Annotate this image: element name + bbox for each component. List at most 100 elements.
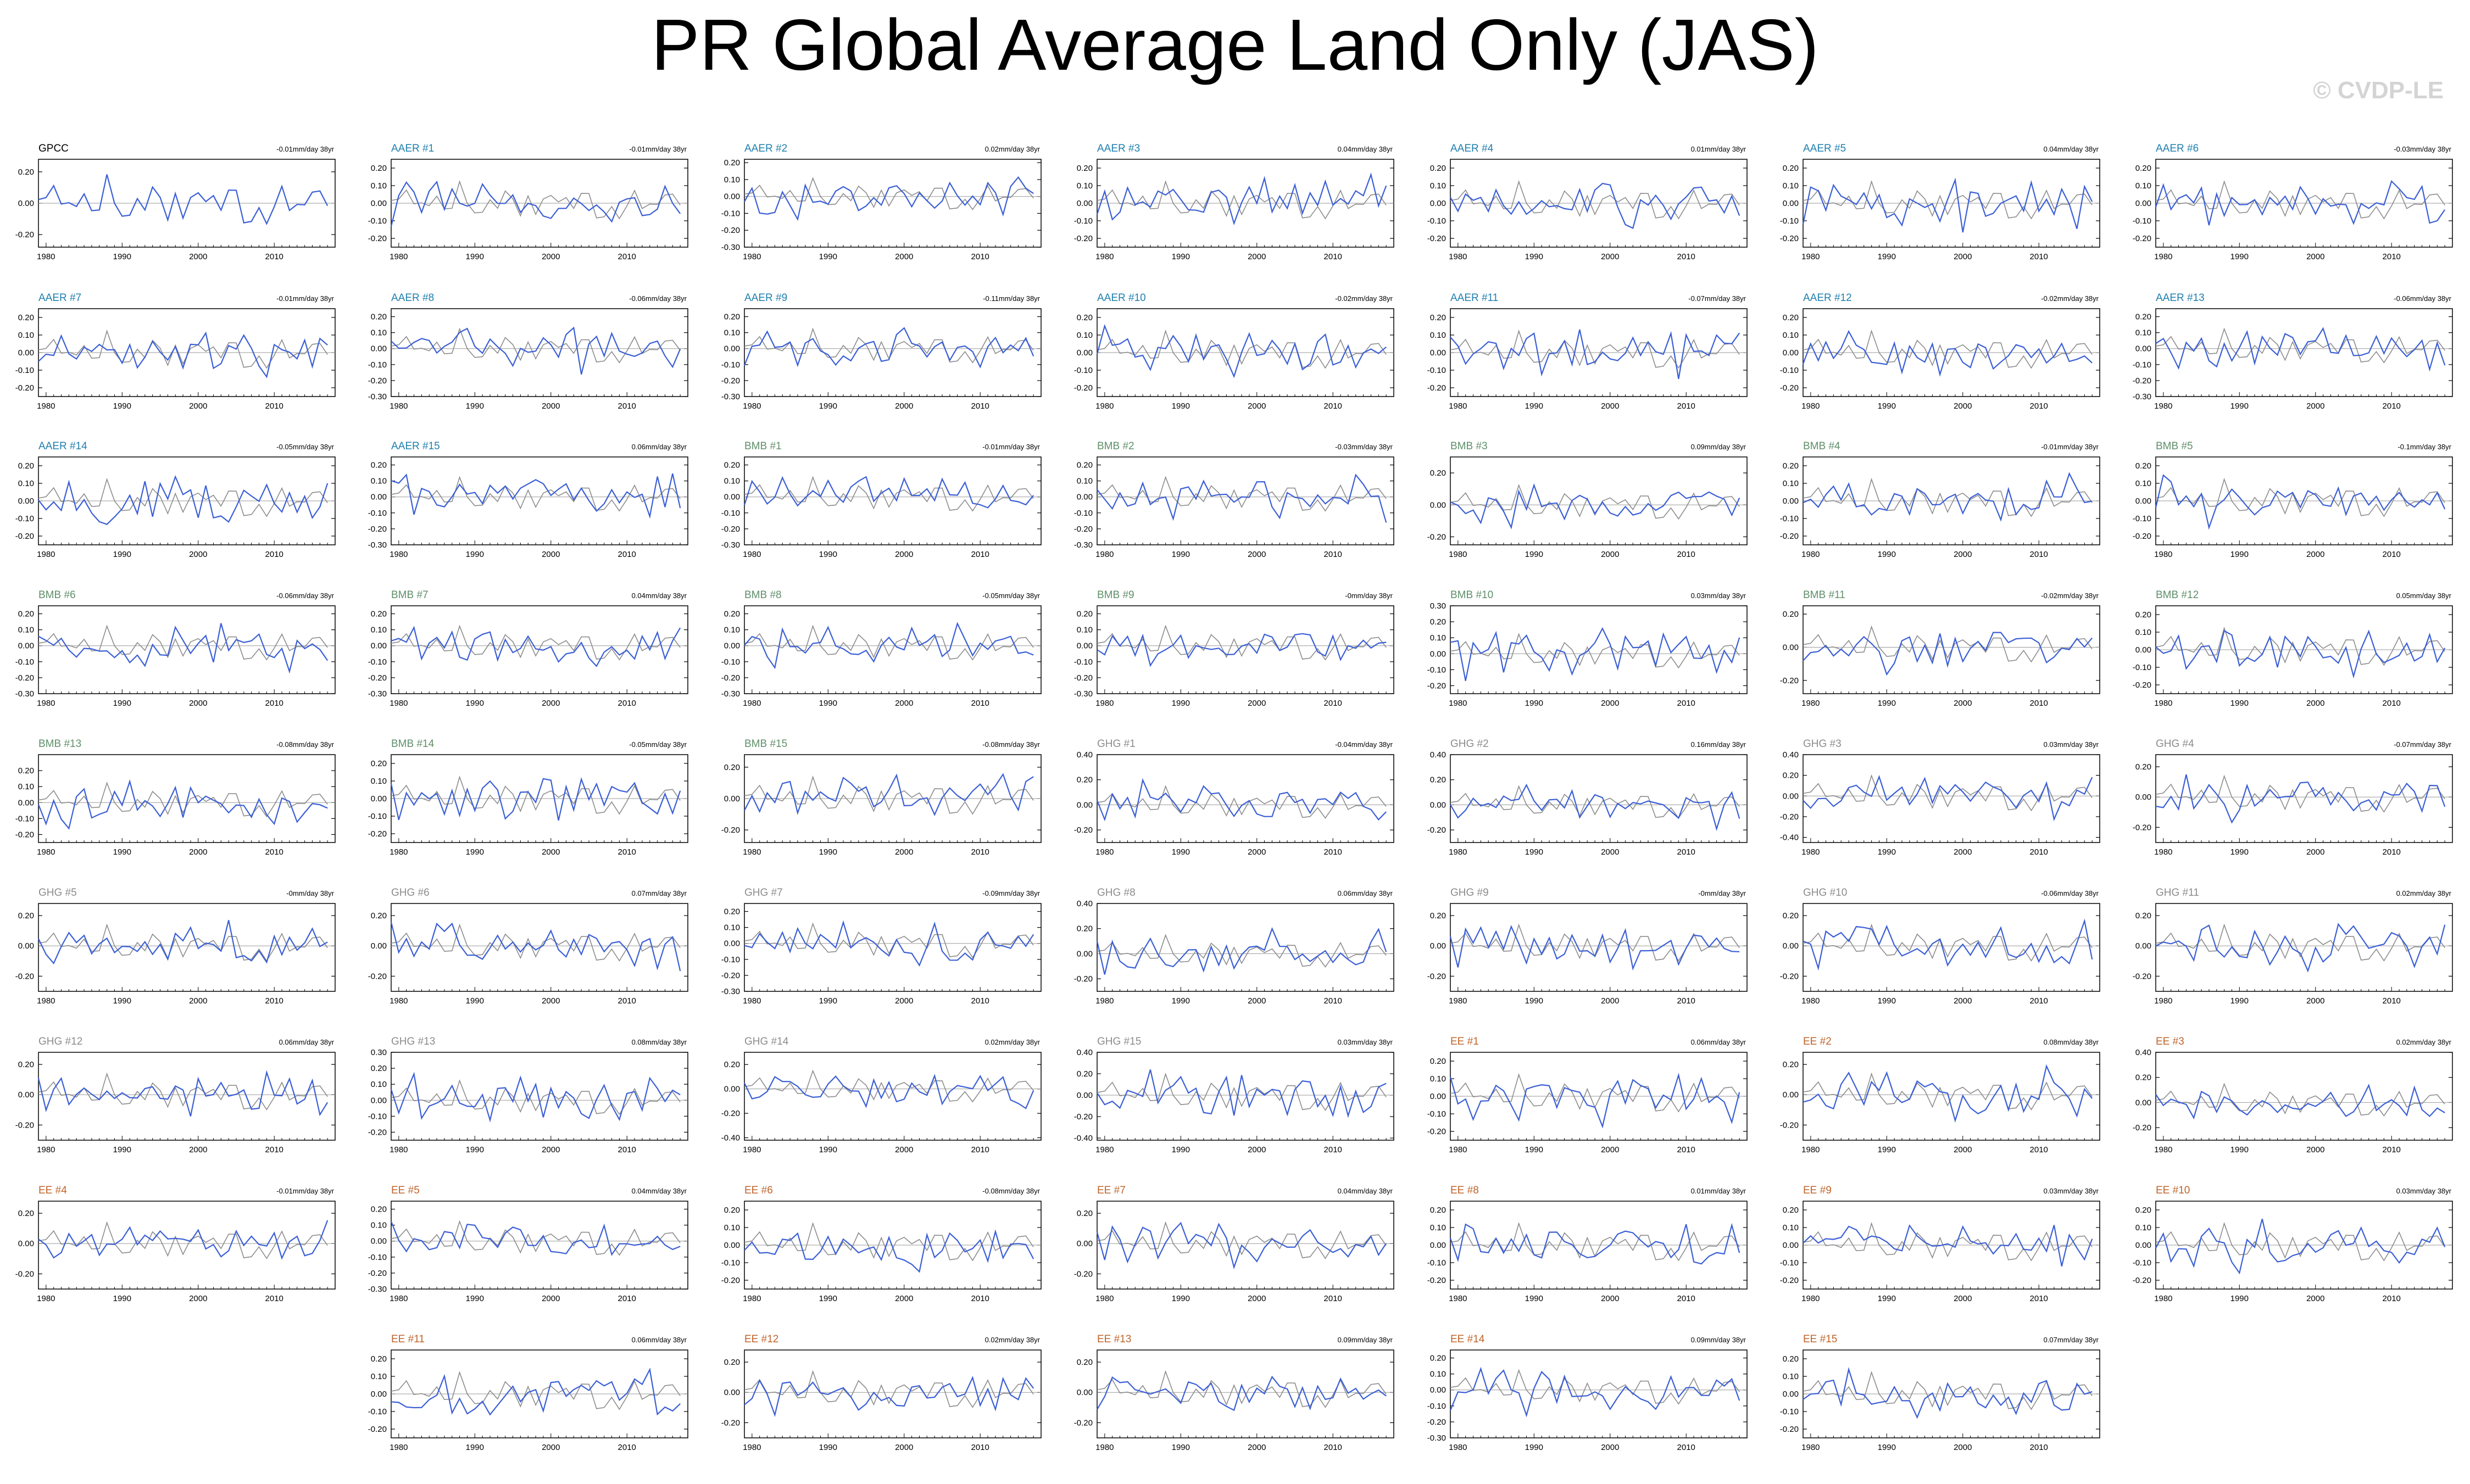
x-tick-label: 2000 [1954,1443,1972,1452]
panel-ghg-15: GHG #15 0.03mm/day 38yr 0.40 0.20 0.00 -0.20 -… [1074,1036,1394,1154]
plot-frame [2155,903,2453,992]
x-tick-label: 2010 [2030,847,2048,857]
x-tick-label: 2010 [265,699,283,708]
panel-bmb-2: BMB #2 -0.03mm/day 38yr 0.20 0.10 0.00 -0.10 -… [1074,440,1394,559]
y-tick-label: -0.30 [1427,1433,1446,1443]
trend-label: -0mm/day 38yr [286,889,334,897]
y-tick-label: 0.00 [18,496,34,506]
y-tick-label: 0.10 [1430,181,1446,191]
x-tick-label: 1990 [466,1443,484,1452]
x-tick-label: 2010 [265,252,283,261]
x-tick-label: 1990 [1172,847,1190,857]
y-tick-label: -0.20 [1427,383,1446,393]
x-tick-label: 2010 [1677,252,1695,261]
x-tick-label: 2010 [2383,550,2401,559]
trend-label: -0.01mm/day 38yr [276,294,334,303]
x-tick-label: 2010 [971,550,989,559]
trend-label: 0.09mm/day 38yr [1691,1336,1746,1344]
x-tick-label: 1990 [113,550,131,559]
y-tick-label: 0.00 [1077,1091,1093,1100]
panel-label: BMB #9 [1097,589,1134,601]
y-tick-label: 0.20 [1430,1057,1446,1066]
x-tick-label: 1980 [743,699,761,708]
x-tick-label: 2010 [1677,401,1695,411]
y-tick-label: 0.00 [2135,645,2151,655]
panel-label: GHG #7 [744,887,783,899]
y-tick-label: 0.20 [724,610,740,619]
y-tick-label: -0.10 [1427,1109,1446,1119]
trend-label: -0.01mm/day 38yr [2041,443,2099,451]
y-tick-label: -0.10 [15,514,34,523]
y-tick-label: -0.20 [1780,1276,1799,1285]
x-tick-label: 2000 [1954,252,1972,261]
obs-series-line [391,476,681,512]
plot-frame [744,159,1042,248]
y-tick-label: 0.00 [2135,1098,2151,1107]
y-tick-label: 0.20 [1077,1069,1093,1079]
y-tick-label: 0.20 [1077,610,1093,619]
y-tick-label: 0.20 [724,461,740,470]
y-tick-label: 0.20 [2135,762,2151,772]
x-tick-label: 2010 [1677,847,1695,857]
y-tick-label: -0.10 [1780,1258,1799,1268]
panel-label: BMB #2 [1097,440,1134,452]
obs-series-line [1097,1073,1387,1111]
model-series-line [390,180,681,227]
x-tick-label: 1990 [2230,1145,2249,1154]
x-tick-label: 2000 [2306,1145,2324,1154]
model-series-line [1450,182,1740,229]
x-tick-label: 2000 [1248,550,1266,559]
y-tick-label: 0.20 [1783,1060,1799,1069]
trend-label: 0.06mm/day 38yr [632,443,687,451]
panel-bmb-8: BMB #8 -0.05mm/day 38yr 0.20 0.10 0.00 -0.10 -… [721,589,1042,708]
x-tick-label: 2000 [895,699,913,708]
y-tick-label: -0.30 [368,392,387,401]
y-tick-label: 0.10 [1430,1223,1446,1232]
x-tick-label: 2000 [1601,401,1619,411]
panel-ee-4: EE #4 -0.01mm/day 38yr 0.20 0.00 -0.20 1980 19… [15,1185,336,1303]
obs-series-line [1097,1221,1387,1259]
plot-frame [391,308,688,397]
obs-series-line [1450,180,1740,220]
plot-frame [38,605,336,694]
model-series-line [1449,1223,1740,1265]
y-tick-label: -0.30 [368,540,387,550]
x-tick-label: 2000 [1601,1145,1619,1154]
x-tick-label: 1980 [390,252,408,261]
x-tick-label: 1990 [113,252,131,261]
panel-label: EE #3 [2156,1036,2184,1047]
x-tick-label: 2010 [2030,1145,2048,1154]
y-tick-label: -0.20 [2133,823,2151,832]
trend-label: 0.03mm/day 38yr [2044,1187,2099,1195]
y-tick-label: -0.10 [368,1407,387,1416]
x-tick-label: 1980 [1449,1145,1467,1154]
model-series-line [390,1072,681,1123]
obs-series-line [1097,329,1387,369]
y-tick-label: 0.00 [1430,800,1446,810]
y-tick-label: 0.00 [1783,941,1799,951]
model-series-line [391,326,681,375]
y-tick-label: 0.00 [1783,1090,1799,1100]
x-tick-label: 2000 [1248,699,1266,708]
obs-series-line [1803,1221,2093,1262]
trend-label: -0.06mm/day 38yr [629,294,687,303]
x-tick-label: 1990 [113,847,131,857]
panel-label: AAER #3 [1097,143,1140,154]
y-tick-label: 0.00 [2135,344,2151,354]
x-tick-label: 2000 [2306,1294,2324,1303]
obs-series-line [2155,477,2445,517]
panel-bmb-9: BMB #9 -0mm/day 38yr 0.20 0.10 0.00 -0.10 -0.2… [1074,589,1394,708]
trend-label: -0.08mm/day 38yr [982,740,1040,749]
panel-label: AAER #9 [744,292,787,304]
y-tick-label: -0.20 [1074,525,1093,534]
x-tick-label: 2010 [265,996,283,1006]
x-tick-label: 1980 [1095,996,1114,1006]
trend-label: -0.02mm/day 38yr [2041,592,2099,600]
x-tick-label: 1990 [1878,252,1896,261]
y-tick-label: 0.20 [2135,1206,2151,1215]
x-tick-label: 2000 [189,550,207,559]
y-tick-label: 0.00 [371,344,387,354]
x-tick-label: 2010 [2383,699,2401,708]
model-series-line [744,622,1034,670]
x-tick-label: 1990 [1172,699,1190,708]
